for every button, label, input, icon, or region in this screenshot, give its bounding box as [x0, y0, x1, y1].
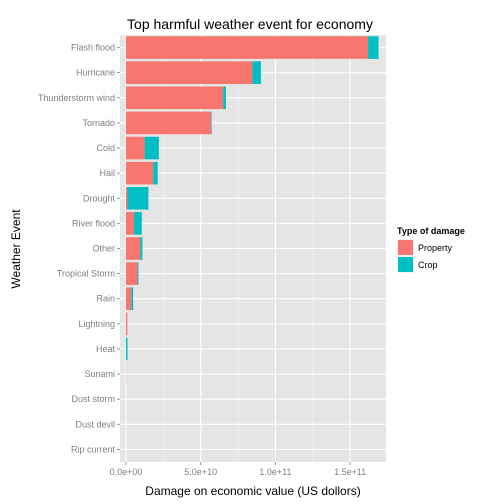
y-tick-label: Hurricane	[76, 68, 115, 78]
bar-property-tropical-storm	[125, 262, 138, 285]
y-tick-label: River flood	[72, 218, 115, 228]
legend-title: Type of damage	[397, 226, 465, 236]
legend-swatch-property	[398, 240, 413, 255]
y-tick-label: Lightning	[78, 319, 115, 329]
x-tick-labels: 0.0e+00 5.0e+10 1.0e+11 1.5e+11	[110, 462, 366, 477]
y-tick-label: Sunami	[84, 369, 115, 379]
y-axis-title: Weather Event	[9, 209, 23, 289]
bar-crop-heat	[126, 337, 128, 361]
bar-crop-thunderstorm-wind	[223, 86, 226, 110]
y-tick-label: Tornado	[82, 118, 115, 128]
y-tick-labels: Flash flood Hurricane Thunderstorm wind Tor…	[38, 43, 120, 454]
bar-property-drought	[125, 186, 128, 210]
bar-property-tornado	[125, 111, 212, 135]
y-tick-label: Thunderstorm wind	[38, 93, 115, 103]
bar-property-hail	[125, 161, 154, 185]
bar-crop-rain	[131, 287, 134, 311]
bar-property-river-flood	[125, 212, 134, 235]
bar-property-flash-flood	[125, 36, 369, 59]
x-axis-title: Damage on economic value (US dollors)	[145, 484, 360, 498]
x-tick-label: 1.5e+11	[334, 467, 366, 477]
bars	[125, 36, 379, 386]
bar-property-thunderstorm-wind	[125, 86, 224, 110]
bar-property-lightning	[125, 312, 128, 336]
bar-property-other	[125, 237, 141, 260]
x-tick-label: 1.0e+11	[259, 467, 291, 477]
y-tick-label: Heat	[96, 344, 116, 354]
bar-crop-river-flood	[133, 212, 142, 235]
bar-crop-hail	[153, 161, 158, 185]
legend-swatch-crop	[398, 257, 413, 272]
bar-property-rain	[125, 287, 132, 311]
bar-crop-flash-flood	[368, 36, 379, 59]
legend-label-crop: Crop	[418, 260, 438, 270]
x-tick-label: 5.0e+10	[184, 467, 217, 477]
y-tick-label: Flash flood	[71, 43, 115, 53]
bar-crop-tornado	[211, 111, 212, 135]
legend-items: Property Crop	[397, 239, 453, 273]
y-tick-label: Hail	[99, 168, 115, 178]
bar-crop-hurricane	[252, 61, 261, 84]
y-tick-label: Tropical Storm	[57, 269, 115, 279]
legend-label-property: Property	[418, 243, 453, 253]
bar-crop-tropical-storm	[137, 262, 139, 285]
y-tick-label: Rain	[96, 294, 115, 304]
x-tick-label: 0.0e+00	[110, 467, 143, 477]
y-tick-label: Cold	[96, 143, 115, 153]
y-tick-label: Drought	[83, 193, 116, 203]
legend: Type of damage Property Crop	[397, 226, 465, 273]
bar-property-cold	[125, 136, 145, 160]
y-tick-label: Other	[92, 244, 115, 254]
y-tick-label: Dust storm	[71, 394, 115, 404]
y-tick-label: Dust devil	[75, 419, 115, 429]
bar-crop-other	[140, 237, 143, 260]
chart-title: Top harmful weather event for economy	[127, 16, 373, 32]
y-tick-label: Rip current	[71, 444, 116, 454]
bar-crop-cold	[144, 136, 159, 160]
bar-property-hurricane	[125, 61, 253, 84]
bar-crop-drought	[127, 186, 149, 210]
